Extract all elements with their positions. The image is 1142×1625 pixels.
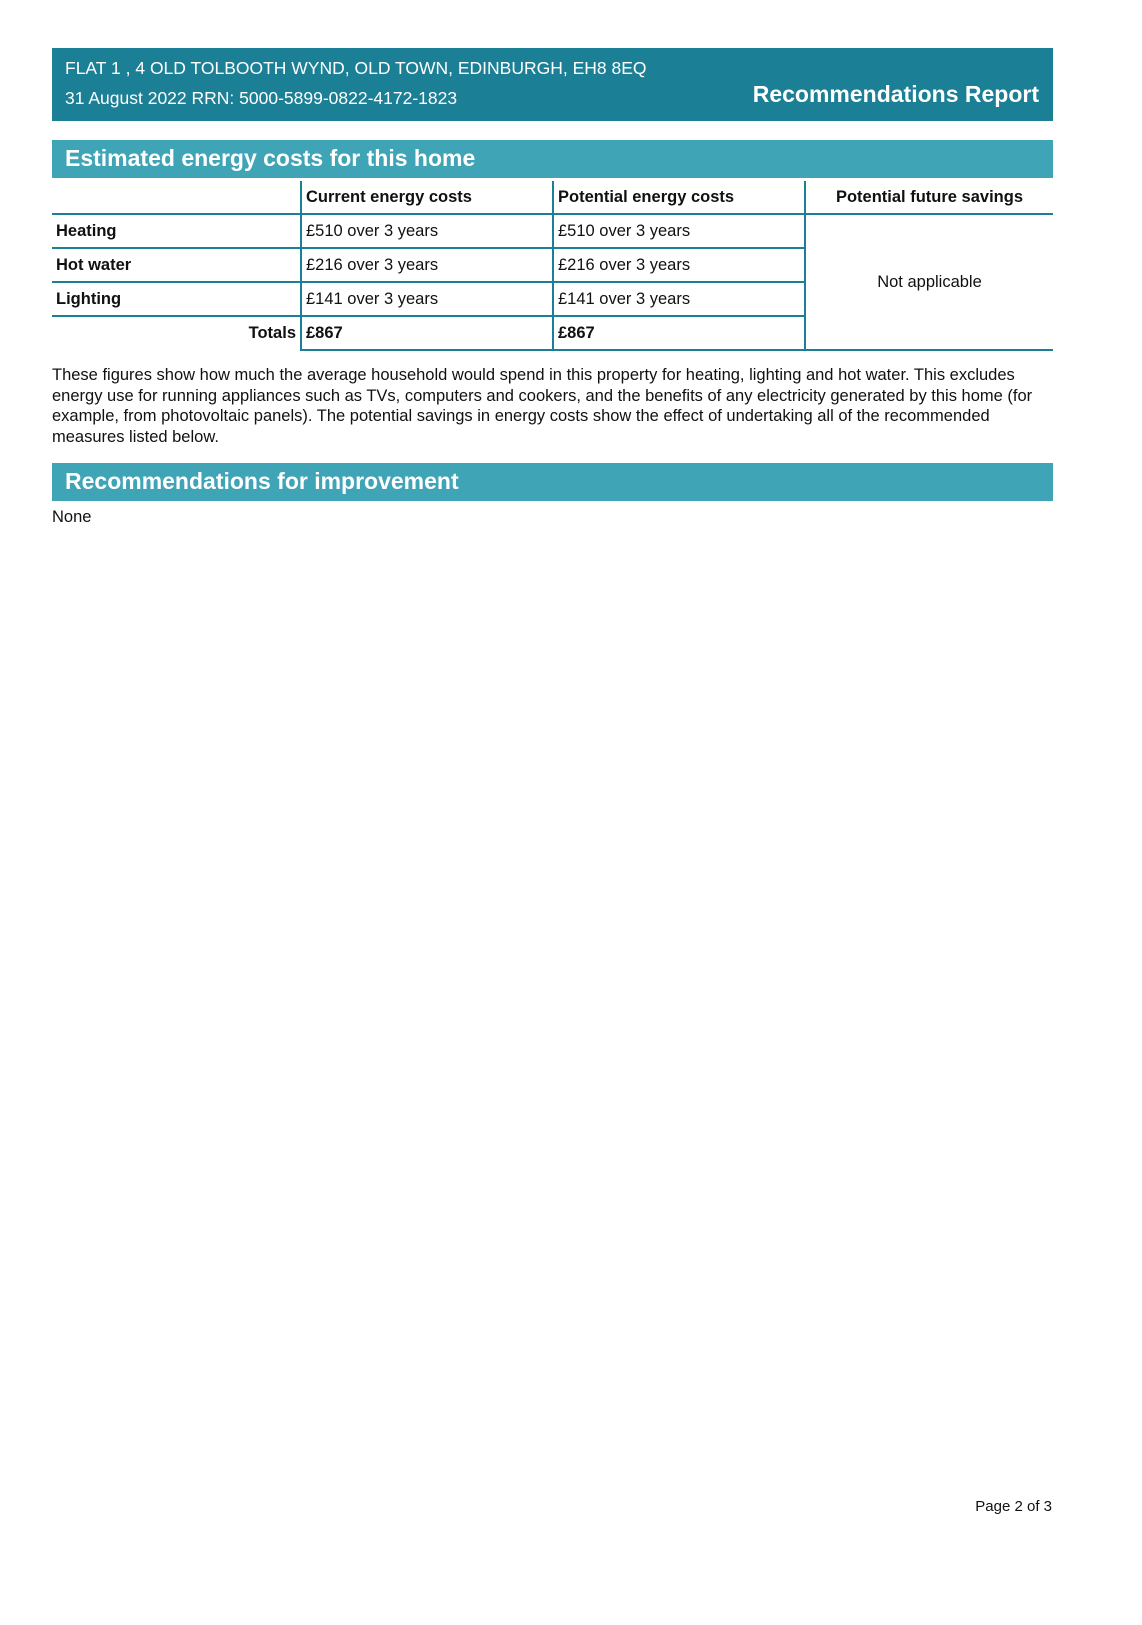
costs-explanation: These figures show how much the average … [52, 366, 1033, 446]
section-heading-recommendations: Recommendations for improvement [52, 463, 1053, 501]
potential-cost: £141 over 3 years [552, 282, 805, 317]
row-label: Heating [52, 214, 301, 249]
potential-cost: £216 over 3 years [552, 248, 805, 283]
potential-savings: Not applicable [804, 214, 1053, 351]
total-current: £867 [300, 316, 553, 351]
table-header-row: Current energy costs Potential energy co… [52, 181, 1053, 215]
energy-costs-table: Current energy costs Potential energy co… [52, 181, 1053, 351]
table-row: Lighting £141 over 3 years £141 over 3 y… [52, 282, 1053, 317]
column-header-savings: Potential future savings [804, 181, 1053, 215]
potential-cost: £510 over 3 years [552, 214, 805, 249]
report-header: FLAT 1 , 4 OLD TOLBOOTH WYND, OLD TOWN, … [52, 48, 1053, 121]
table-row: Hot water £216 over 3 years £216 over 3 … [52, 248, 1053, 283]
row-label: Hot water [52, 248, 301, 283]
row-label: Lighting [52, 282, 301, 317]
recommendations-text: None [52, 508, 92, 526]
totals-row: Totals £867 £867 [52, 316, 1053, 351]
date-rrn: 31 August 2022 RRN: 5000-5899-0822-4172-… [65, 88, 458, 108]
current-cost: £216 over 3 years [300, 248, 553, 283]
column-header-potential: Potential energy costs [552, 181, 805, 215]
column-header-current: Current energy costs [300, 181, 553, 215]
section-heading-costs: Estimated energy costs for this home [52, 140, 1053, 178]
totals-label: Totals [248, 324, 296, 342]
property-address: FLAT 1 , 4 OLD TOLBOOTH WYND, OLD TOWN, … [65, 58, 647, 78]
current-cost: £141 over 3 years [300, 282, 553, 317]
page-number: Page 2 of 3 [975, 1498, 1052, 1515]
report-title: Recommendations Report [752, 81, 1039, 107]
current-cost: £510 over 3 years [300, 214, 553, 249]
column-header-blank [52, 181, 301, 215]
total-potential: £867 [552, 316, 805, 351]
table-row: Heating £510 over 3 years £510 over 3 ye… [52, 214, 1053, 351]
